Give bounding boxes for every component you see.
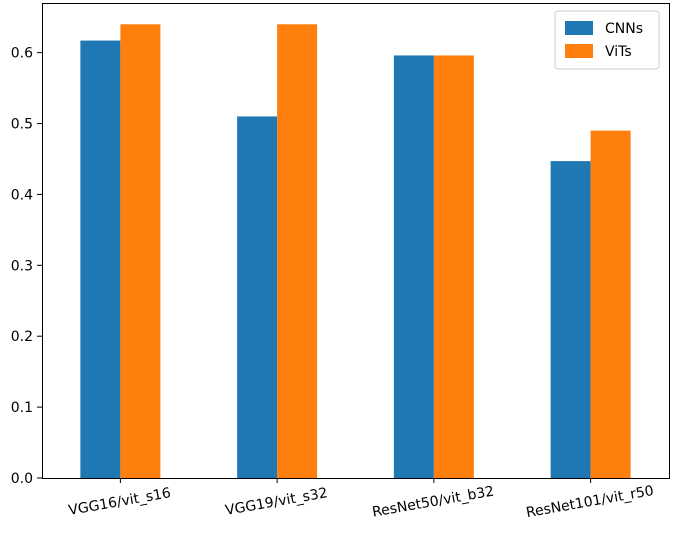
bar-cnns-1	[80, 40, 121, 479]
legend-swatch-cnns	[565, 21, 593, 35]
x-tick-label: VGG19/vit_s32	[224, 485, 329, 519]
plot-frame	[42, 3, 670, 479]
y-tick-label: 0.5	[11, 117, 33, 133]
y-tick-label: 0.6	[11, 46, 33, 62]
legend: CNNs ViTs	[554, 10, 660, 70]
y-axis: 0.0 0.1 0.2 0.3 0.4 0.5 0.6	[11, 46, 42, 487]
bar-vits-1	[120, 24, 161, 479]
legend-box	[554, 10, 660, 70]
legend-label-vits: ViTs	[605, 44, 632, 60]
y-tick-label: 0.2	[11, 329, 33, 345]
bar-cnns-2	[237, 116, 278, 479]
x-tick-label: ResNet50/vit_b32	[371, 483, 495, 520]
legend-swatch-vits	[565, 44, 593, 58]
x-tick-label: VGG16/vit_s16	[67, 485, 172, 519]
y-tick-label: 0.1	[11, 400, 33, 416]
y-tick-label: 0.3	[11, 258, 33, 274]
bar-cnns-4	[550, 161, 591, 478]
bar-vits-2	[277, 24, 318, 479]
y-tick-label: 0.4	[11, 187, 33, 203]
bars-group	[80, 24, 631, 479]
bar-vits-3	[433, 55, 474, 479]
bar-cnns-3	[393, 55, 434, 479]
x-tick-label: ResNet101/vit_r50	[525, 483, 655, 521]
y-tick-label: 0.0	[11, 471, 33, 487]
legend-label-cnns: CNNs	[605, 21, 643, 37]
x-axis: VGG16/vit_s16 VGG19/vit_s32 ResNet50/vit_b…	[67, 478, 655, 521]
bar-vits-4	[590, 130, 631, 478]
